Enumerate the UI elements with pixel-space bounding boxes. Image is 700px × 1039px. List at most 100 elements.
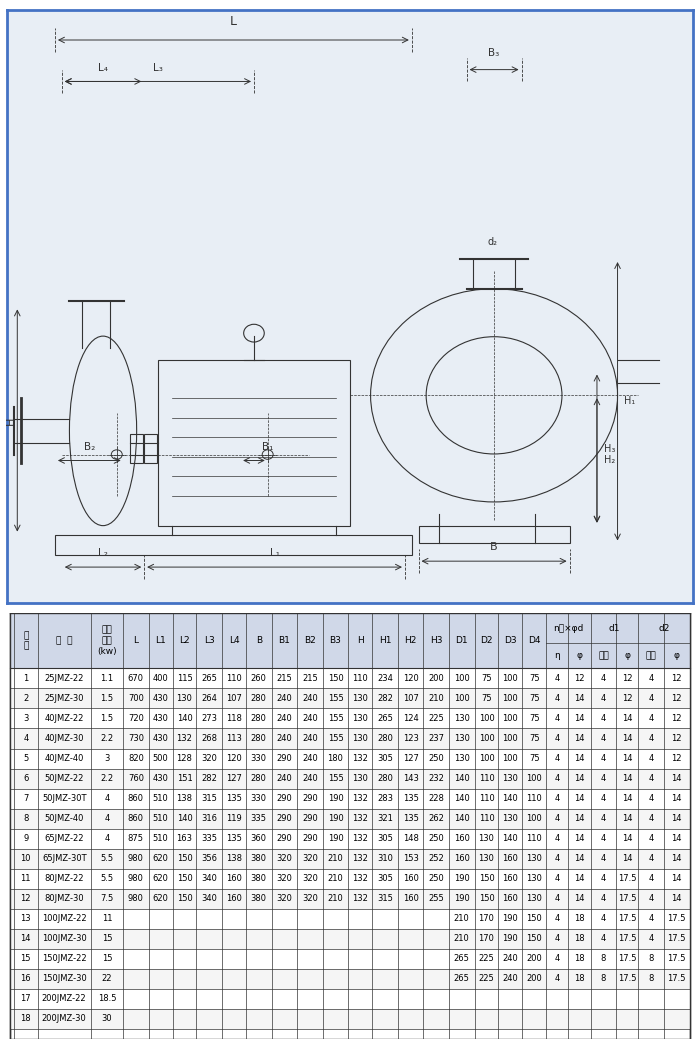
Text: 240: 240: [302, 694, 318, 703]
Text: 4: 4: [648, 834, 654, 844]
Text: 320: 320: [276, 895, 292, 903]
Text: 700: 700: [128, 694, 144, 703]
Text: 135: 135: [226, 834, 242, 844]
Bar: [144, 434, 157, 463]
Text: 4: 4: [648, 895, 654, 903]
Text: H₁: H₁: [624, 396, 636, 406]
Text: 30: 30: [102, 1014, 112, 1023]
Text: 150: 150: [526, 914, 542, 924]
Text: 130: 130: [454, 714, 470, 723]
Text: 4: 4: [601, 774, 606, 783]
Text: 4: 4: [601, 874, 606, 883]
Text: 4: 4: [648, 794, 654, 803]
Text: 13: 13: [20, 914, 31, 924]
Bar: [10, 789, 690, 808]
Text: 17.5: 17.5: [618, 874, 636, 883]
Text: 380: 380: [251, 874, 267, 883]
Text: 430: 430: [153, 714, 169, 723]
Text: 22: 22: [102, 975, 112, 983]
Text: 130: 130: [454, 754, 470, 763]
Text: 150: 150: [479, 895, 494, 903]
Text: 250: 250: [428, 874, 444, 883]
Text: 160: 160: [402, 874, 419, 883]
Bar: [55, 534, 412, 555]
Text: 50JMZ-22: 50JMZ-22: [45, 774, 84, 783]
Text: 210: 210: [328, 874, 344, 883]
Text: 14: 14: [622, 774, 633, 783]
Text: 310: 310: [377, 854, 393, 863]
Text: D2: D2: [480, 636, 493, 645]
Text: 316: 316: [201, 815, 217, 823]
Text: 11: 11: [102, 914, 112, 924]
Text: 155: 155: [328, 774, 344, 783]
Text: 132: 132: [352, 754, 368, 763]
Text: 14: 14: [574, 794, 584, 803]
Text: L: L: [230, 16, 237, 28]
Text: 620: 620: [153, 854, 169, 863]
Text: 620: 620: [153, 874, 169, 883]
Text: H: H: [6, 417, 15, 425]
Text: 262: 262: [428, 815, 444, 823]
Text: 4: 4: [648, 874, 654, 883]
Text: 40JMZ-40: 40JMZ-40: [45, 754, 84, 763]
Text: 4: 4: [601, 734, 606, 743]
Text: D4: D4: [528, 636, 540, 645]
Text: 132: 132: [352, 854, 368, 863]
Text: 8: 8: [601, 975, 606, 983]
Text: 4: 4: [554, 874, 560, 883]
Text: L₄: L₄: [98, 62, 108, 73]
Text: 290: 290: [302, 815, 318, 823]
Text: 1.5: 1.5: [100, 694, 113, 703]
Text: 240: 240: [302, 754, 318, 763]
Text: 4: 4: [648, 694, 654, 703]
Text: 240: 240: [276, 714, 292, 723]
Text: 17.5: 17.5: [668, 955, 686, 963]
Text: 14: 14: [671, 874, 682, 883]
Text: 14: 14: [622, 834, 633, 844]
Text: 130: 130: [454, 734, 470, 743]
Text: 148: 148: [402, 834, 419, 844]
Text: 320: 320: [302, 895, 318, 903]
Text: 240: 240: [503, 955, 518, 963]
Text: 225: 225: [428, 714, 444, 723]
Text: 228: 228: [428, 794, 444, 803]
Text: 100: 100: [503, 714, 518, 723]
Text: 190: 190: [454, 874, 470, 883]
Text: 315: 315: [202, 794, 217, 803]
Text: 160: 160: [226, 874, 242, 883]
Text: 132: 132: [352, 895, 368, 903]
Text: 50JMZ-40: 50JMZ-40: [45, 815, 84, 823]
Bar: [10, 969, 690, 989]
Text: 4: 4: [648, 754, 654, 763]
Text: 110: 110: [226, 674, 241, 683]
Text: 3: 3: [23, 714, 29, 723]
Text: 200: 200: [526, 955, 542, 963]
Text: 360: 360: [251, 834, 267, 844]
Text: 100JMZ-30: 100JMZ-30: [42, 934, 87, 943]
Text: 18: 18: [574, 955, 584, 963]
Text: 100: 100: [503, 734, 518, 743]
Bar: [10, 808, 690, 829]
Text: 280: 280: [251, 714, 267, 723]
Text: 11: 11: [20, 874, 31, 883]
Text: 14: 14: [622, 794, 633, 803]
Text: 138: 138: [176, 794, 193, 803]
Bar: [10, 748, 690, 769]
Text: 335: 335: [201, 834, 217, 844]
Text: 160: 160: [402, 895, 419, 903]
Text: 14: 14: [574, 734, 584, 743]
Text: 290: 290: [276, 834, 292, 844]
Text: φ: φ: [624, 651, 630, 661]
Text: 210: 210: [428, 694, 444, 703]
Text: H₃: H₃: [604, 444, 615, 454]
Text: 12: 12: [622, 674, 633, 683]
Text: 14: 14: [622, 815, 633, 823]
Text: 12: 12: [671, 674, 682, 683]
Text: 160: 160: [226, 895, 242, 903]
Text: 252: 252: [428, 854, 444, 863]
Text: 190: 190: [503, 914, 518, 924]
Text: 4: 4: [554, 955, 560, 963]
Text: 75: 75: [481, 694, 492, 703]
Text: 4: 4: [554, 934, 560, 943]
Text: L: L: [134, 636, 139, 645]
